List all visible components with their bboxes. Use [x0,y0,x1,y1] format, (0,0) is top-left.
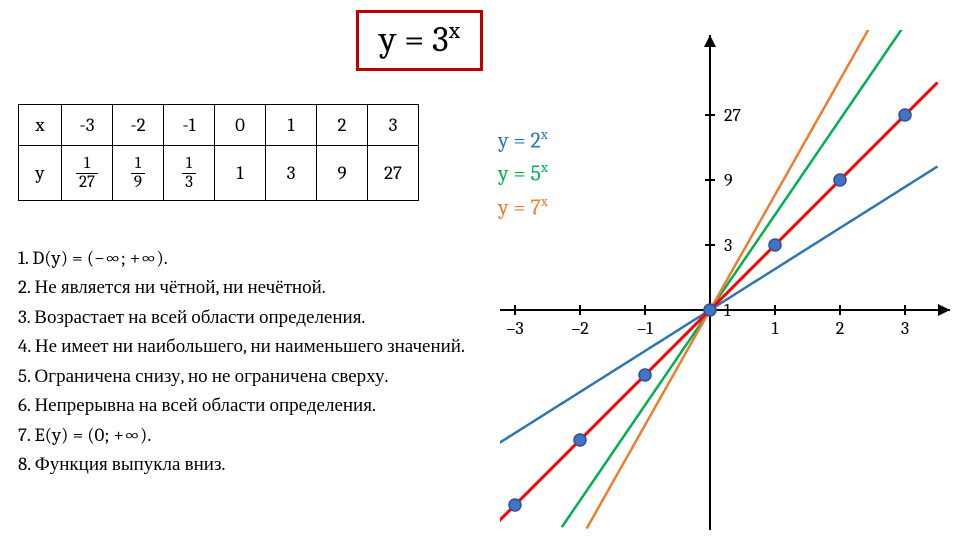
main-formula: y = 3x [356,10,483,71]
exponential-chart: –3 –2 –1 1 2 3 1 3 9 27 [500,30,950,530]
svg-text:27: 27 [724,105,741,126]
data-point [574,434,586,446]
function-properties: 1. D(y) = (−∞; +∞). 2. Не является ни чё… [18,244,465,480]
svg-text:3: 3 [724,235,732,256]
data-point [899,109,911,121]
data-point [704,304,716,316]
svg-text:9: 9 [724,170,733,191]
svg-text:–2: –2 [571,318,589,339]
svg-text:1: 1 [772,318,779,339]
values-table: x -3 -2 -1 0 1 2 3 y 127 19 13 1 3 9 27 [18,104,419,201]
svg-text:–1: –1 [637,318,653,339]
curve [500,167,938,446]
data-point [769,239,781,251]
svg-text:2: 2 [836,318,845,339]
data-point [834,174,846,186]
data-point [509,499,521,511]
svg-text:–3: –3 [506,318,523,339]
row-header-y: y [19,146,62,201]
data-point [639,369,651,381]
table-row-x: x -3 -2 -1 0 1 2 3 [19,105,419,146]
svg-text:1: 1 [724,300,731,321]
row-header-x: x [19,105,62,146]
svg-text:3: 3 [901,318,909,339]
table-row-y: y 127 19 13 1 3 9 27 [19,146,419,201]
